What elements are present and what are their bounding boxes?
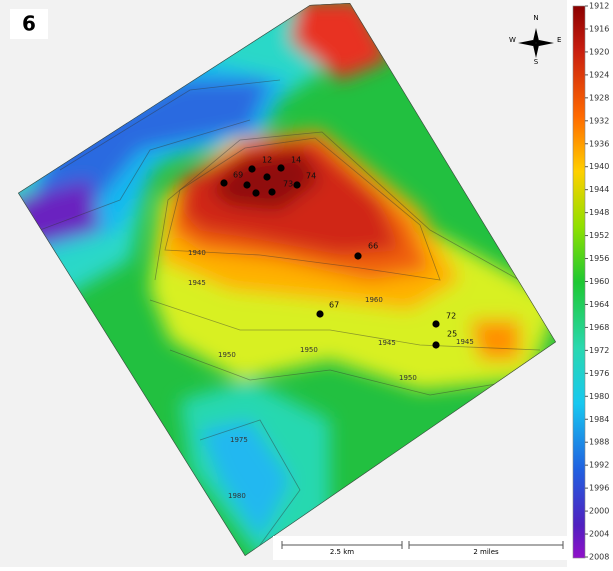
colorbar-tick-label: 1988 — [589, 438, 609, 447]
colorbar-tick-label: 1992 — [589, 461, 609, 470]
compass: N E S W — [509, 14, 561, 66]
well-marker — [432, 341, 440, 349]
contour-label: 1945 — [378, 339, 396, 347]
colorbar-tick-label: 1944 — [589, 185, 609, 194]
well-label: 12 — [262, 156, 272, 165]
colorbar-tick-label: 1952 — [589, 231, 609, 240]
well-marker — [277, 164, 285, 172]
colorbar-tick-label: 1980 — [589, 392, 609, 401]
colorbar-tick-label: 1964 — [589, 300, 609, 309]
contour-label: 1950 — [399, 374, 417, 382]
well-marker — [263, 173, 271, 181]
colorbar-tick-label: 1940 — [589, 162, 609, 171]
colorbar-tick-label: 2004 — [589, 530, 609, 539]
colorbar-tick-label: 1960 — [589, 277, 609, 286]
well-label: 69 — [233, 171, 243, 180]
well-marker — [268, 188, 276, 196]
colorbar — [572, 5, 586, 559]
colorbar-tick-label: 1956 — [589, 254, 609, 263]
well-marker — [252, 189, 260, 197]
compass-south: S — [534, 58, 539, 66]
well-marker — [316, 310, 324, 318]
panel-label-box — [10, 9, 48, 39]
compass-west: W — [509, 36, 516, 44]
well-label: 66 — [368, 242, 378, 251]
colorbar-tick-label: 1928 — [589, 93, 609, 102]
scale-metric: 2.5 km — [330, 548, 354, 556]
well-label: 25 — [447, 330, 457, 339]
well-marker — [248, 165, 256, 173]
wells: 69 12 14 74 73 66 67 72 25 — [220, 156, 457, 349]
contour-label: 1960 — [365, 296, 383, 304]
contour-labels: 1945 1940 1950 1950 1945 1945 1950 1960 1975 1980 — [188, 249, 474, 500]
colorbar-tick-label: 1916 — [589, 24, 609, 33]
colorbar-tick-label: 1984 — [589, 415, 609, 424]
well-marker — [243, 181, 251, 189]
well-marker — [293, 181, 301, 189]
contour-label: 1945 — [188, 279, 206, 287]
compass-east: E — [557, 36, 561, 44]
contour-label: 1950 — [300, 346, 318, 354]
colorbar-tick-label: 2000 — [589, 507, 609, 516]
colorbar-tick-label: 1968 — [589, 323, 609, 332]
compass-north: N — [533, 14, 538, 22]
well-marker — [432, 320, 440, 328]
colorbar-tick-label: 1996 — [589, 484, 609, 493]
contour-label: 1950 — [218, 351, 236, 359]
panel-label: 6 — [22, 12, 36, 36]
well-marker — [220, 179, 228, 187]
colorbar-tick-label: 2008 — [589, 553, 609, 562]
scale-imperial: 2 miles — [473, 548, 499, 556]
colorbar-tick-label: 1936 — [589, 139, 609, 148]
contour-label: 1975 — [230, 436, 248, 444]
well-label: 74 — [306, 172, 316, 181]
contour-label: 1980 — [228, 492, 246, 500]
well-label: 72 — [446, 312, 456, 321]
colorbar-tick-label: 1920 — [589, 47, 609, 56]
colorbar-tick-label: 1924 — [589, 70, 609, 79]
contour-label: 1940 — [188, 249, 206, 257]
colorbar-tick-label: 1932 — [589, 116, 609, 125]
well-label: 14 — [291, 156, 301, 165]
colorbar-tick-label: 1976 — [589, 369, 609, 378]
well-label: 73 — [283, 180, 293, 189]
colorbar-tick-label: 1912 — [589, 2, 609, 11]
well-marker — [354, 252, 362, 260]
colorbar-ticks: 1912 1916 1920 1924 1928 1932 1936 1940 1944 1948… — [585, 2, 609, 562]
scale-bar: 2.5 km 2 miles — [273, 536, 567, 560]
contour-label: 1945 — [456, 338, 474, 346]
colorbar-tick-label: 1948 — [589, 208, 609, 217]
well-label: 67 — [329, 301, 339, 310]
colorbar-tick-label: 1972 — [589, 346, 609, 355]
